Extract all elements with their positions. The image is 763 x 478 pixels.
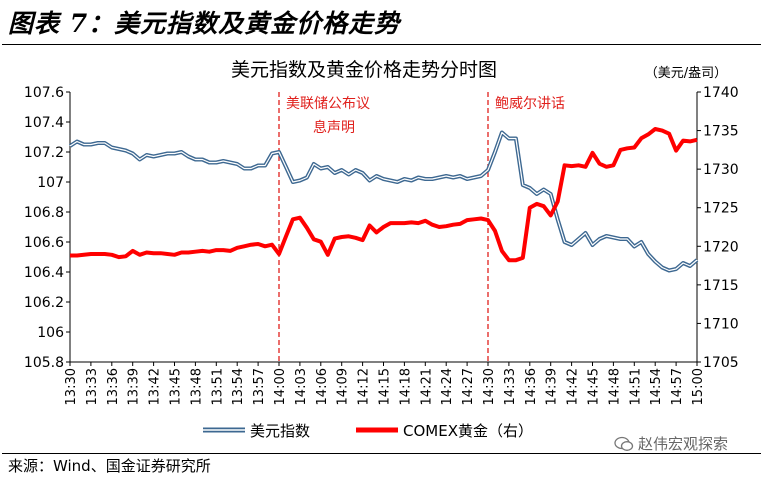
x-tick-label: 13:45 <box>169 368 184 405</box>
x-tick-label: 14:18 <box>398 368 413 405</box>
y-left-tick-label: 106.8 <box>24 205 64 221</box>
x-tick-label: 14:33 <box>503 368 518 405</box>
dual-axis-line-chart: 美元指数及黄金价格走势分时图 （美元/盎司） 105.8 106 106.2 106.… <box>24 59 739 440</box>
y-left-tick-label: 107.4 <box>24 115 64 131</box>
y-left-tick-label: 107.2 <box>24 145 64 161</box>
series-line-usd-index <box>68 130 699 273</box>
legend-label-gold: COMEX黄金（右） <box>403 422 533 440</box>
right-axis-unit: （美元/盎司） <box>645 66 727 81</box>
y-right-tick-label: 1735 <box>703 124 739 140</box>
x-tick-label: 14:51 <box>628 368 643 405</box>
x-tick-label: 14:42 <box>566 368 581 405</box>
x-tick-label: 14:48 <box>607 368 622 405</box>
x-tick-label: 13:39 <box>127 368 142 405</box>
x-tick-label: 14:09 <box>336 368 351 405</box>
source-note: 来源：Wind、国金证券研究所 <box>8 457 211 475</box>
x-tick-label: 14:45 <box>587 368 602 405</box>
axes: 105.8 106 106.2 106.4 106.6 106.8 107 107.2 107.… <box>24 85 739 405</box>
y-right-tick-label: 1720 <box>703 239 739 255</box>
legend: 美元指数 COMEX黄金（右） <box>203 422 533 440</box>
x-tick-label: 14:27 <box>461 368 476 405</box>
y-right-tick-label: 1705 <box>703 355 739 371</box>
y-right-tick-label: 1715 <box>703 278 739 294</box>
watermark: 赵伟宏观探索 <box>614 433 728 454</box>
y-right-tick-label: 1730 <box>703 162 739 178</box>
y-left-tick-label: 105.8 <box>24 355 64 371</box>
chart-title: 美元指数及黄金价格走势分时图 <box>231 59 497 81</box>
y-right-tick-label: 1740 <box>703 85 739 101</box>
figure-title: 图表 7：美元指数及黄金价格走势 <box>8 9 401 38</box>
y-left-tick-label: 106 <box>37 325 64 341</box>
series-line-usd-index-highlight <box>69 131 698 272</box>
legend-label-usd-index: 美元指数 <box>250 422 310 440</box>
x-tick-label: 14:06 <box>315 368 330 405</box>
x-tick-label: 14:30 <box>482 368 497 405</box>
event-label: 美联储公布议 <box>286 96 370 112</box>
title-divider <box>2 44 761 45</box>
y-left-tick-label: 106.4 <box>24 265 64 281</box>
x-tick-label: 14:39 <box>545 368 560 405</box>
x-tick-label: 14:12 <box>357 368 372 405</box>
watermark-text: 赵伟宏观探索 <box>638 435 729 453</box>
footer-divider <box>2 453 761 454</box>
x-tick-label: 13:36 <box>106 368 121 405</box>
x-tick-label: 13:57 <box>252 368 267 405</box>
y-right-tick-label: 1725 <box>703 201 739 217</box>
x-tick-label: 14:21 <box>419 368 434 405</box>
x-tick-label: 14:54 <box>649 368 664 405</box>
x-tick-label: 15:00 <box>691 368 706 405</box>
x-tick-label: 14:57 <box>670 368 685 405</box>
x-tick-label: 14:00 <box>273 368 288 405</box>
y-left-tick-label: 106.2 <box>24 295 64 311</box>
x-tick-label: 13:48 <box>189 368 204 405</box>
y-left-tick-label: 107.6 <box>24 85 64 101</box>
x-tick-label: 13:51 <box>210 368 225 405</box>
x-tick-label: 13:30 <box>64 368 79 405</box>
y-right-tick-label: 1710 <box>703 316 739 332</box>
x-tick-label: 13:42 <box>148 368 163 405</box>
event-label: 鲍威尔讲话 <box>495 96 565 112</box>
event-label: 息声明 <box>313 119 355 136</box>
series-lines <box>68 127 699 273</box>
y-left-tick-label: 107 <box>37 175 64 191</box>
x-tick-label: 14:03 <box>294 368 309 405</box>
x-tick-label: 14:36 <box>524 368 539 405</box>
wechat-icon <box>614 436 634 451</box>
x-tick-label: 14:15 <box>378 368 393 405</box>
x-tick-label: 13:33 <box>85 368 100 405</box>
y-left-tick-label: 106.6 <box>24 235 64 251</box>
x-tick-label: 13:54 <box>231 368 246 405</box>
x-tick-label: 14:24 <box>440 368 455 405</box>
series-line-gold <box>70 127 698 263</box>
